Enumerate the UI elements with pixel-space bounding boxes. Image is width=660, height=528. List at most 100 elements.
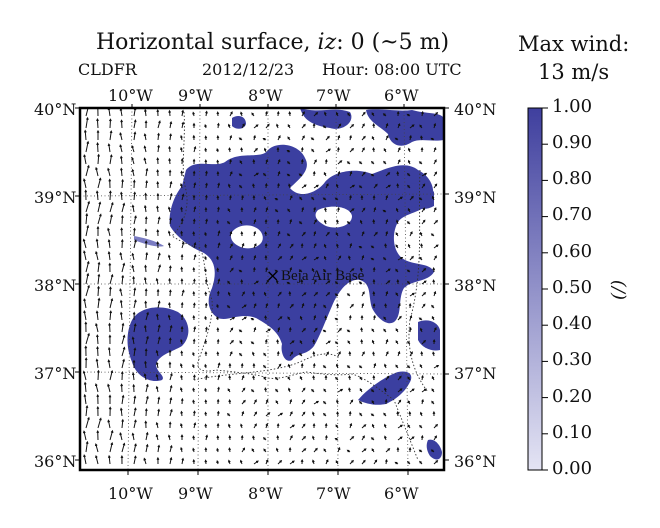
wind-arrow-icon xyxy=(83,250,87,261)
wind-arrow-icon xyxy=(250,389,255,393)
colorbar xyxy=(527,107,548,471)
wind-arrow-icon xyxy=(205,182,208,189)
wind-arrow-icon xyxy=(169,444,173,453)
wind-arrow-icon xyxy=(239,340,243,345)
wind-arrow-icon xyxy=(240,111,243,117)
wind-arrow-icon xyxy=(216,195,220,201)
wind-arrow-icon xyxy=(277,159,281,165)
wind-arrow-icon xyxy=(277,316,283,321)
wind-arrow-icon xyxy=(346,449,351,453)
wind-arrow-icon xyxy=(288,291,292,297)
wind-arrow-icon xyxy=(277,412,284,417)
wind-arrow-icon xyxy=(313,219,317,225)
wind-arrow-icon xyxy=(361,351,365,357)
wind-arrow-icon xyxy=(274,269,279,273)
wind-arrow-icon xyxy=(145,251,149,261)
wind-arrow-icon xyxy=(322,329,327,333)
wind-arrow-icon xyxy=(217,122,220,129)
wind-arrow-icon xyxy=(335,424,339,429)
wind-arrow-icon xyxy=(217,242,221,249)
wind-arrow-icon xyxy=(361,435,365,441)
wind-arrow-icon xyxy=(240,206,244,213)
wind-arrow-icon xyxy=(144,192,148,201)
wind-arrow-icon xyxy=(276,422,280,429)
wind-arrow-icon xyxy=(145,311,149,321)
lon-label-top: 6°W xyxy=(384,86,419,105)
wind-arrow-icon xyxy=(96,405,100,417)
wind-arrow-icon xyxy=(204,387,207,393)
wind-arrow-icon xyxy=(312,339,316,345)
wind-arrow-icon xyxy=(107,359,111,369)
wind-arrow-icon xyxy=(121,418,125,429)
hour-label: Hour: 08:00 UTC xyxy=(322,60,462,79)
wind-arrow-icon xyxy=(325,459,329,465)
wind-arrow-icon xyxy=(336,303,339,309)
wind-arrow-icon xyxy=(155,385,159,393)
wind-arrow-icon xyxy=(289,460,295,465)
wind-arrow-icon xyxy=(253,124,259,129)
lon-label-top: 7°W xyxy=(316,86,351,105)
wind-arrow-icon xyxy=(109,370,114,381)
wind-arrow-icon xyxy=(262,172,267,177)
wind-arrow-icon xyxy=(301,123,306,129)
wind-arrow-icon xyxy=(322,268,327,273)
wind-arrow-icon xyxy=(192,435,195,441)
wind-arrow-icon xyxy=(334,317,339,321)
wind-arrow-icon xyxy=(289,255,294,261)
lon-label-bottom: 8°W xyxy=(248,484,283,503)
lon-label-bottom: 10°W xyxy=(108,484,153,503)
wind-arrow-icon xyxy=(385,290,389,297)
wind-arrow-icon xyxy=(192,363,195,369)
wind-arrow-icon xyxy=(131,372,135,381)
wind-arrow-icon xyxy=(229,351,233,357)
wind-arrow-icon xyxy=(180,422,183,429)
wind-arrow-icon xyxy=(313,256,320,261)
wind-arrow-icon xyxy=(313,314,317,321)
wind-arrow-icon xyxy=(109,429,114,441)
wind-arrow-icon xyxy=(238,184,243,189)
wind-arrow-icon xyxy=(181,109,185,117)
wind-arrow-icon xyxy=(370,413,375,417)
wind-arrow-icon xyxy=(265,459,269,465)
wind-arrow-icon xyxy=(347,232,351,237)
wind-arrow-icon xyxy=(385,172,391,177)
colorbar-tick-label: 0.10 xyxy=(552,422,593,443)
wind-arrow-icon xyxy=(323,255,327,261)
wind-arrow-icon xyxy=(324,158,328,165)
wind-arrow-icon xyxy=(192,314,196,321)
wind-arrow-icon xyxy=(169,396,173,405)
wind-arrow-icon xyxy=(120,455,124,465)
wind-arrow-icon xyxy=(430,449,435,453)
wind-arrow-icon xyxy=(157,444,161,453)
wind-arrow-icon xyxy=(287,387,291,393)
wind-arrow-icon xyxy=(397,436,403,441)
wind-arrow-icon xyxy=(143,373,147,381)
wind-arrow-icon xyxy=(361,291,365,297)
wind-arrow-icon xyxy=(155,373,159,381)
wind-arrow-icon xyxy=(323,171,327,177)
wind-arrow-icon xyxy=(265,422,269,429)
wind-arrow-icon xyxy=(397,424,403,429)
wind-arrow-icon xyxy=(421,207,426,213)
wind-arrow-icon xyxy=(204,255,207,261)
cloud-region-north xyxy=(366,109,444,146)
wind-arrow-icon xyxy=(409,388,415,393)
wind-arrow-icon xyxy=(156,241,160,249)
wind-arrow-icon xyxy=(253,230,257,237)
colorbar-tick-label: 0.80 xyxy=(552,168,593,189)
wind-arrow-icon xyxy=(253,423,257,429)
wind-arrow-icon xyxy=(337,160,343,165)
station-label: Beja Air Base xyxy=(281,268,365,284)
wind-arrow-icon xyxy=(253,254,257,261)
wind-arrow-icon xyxy=(119,144,123,153)
wind-arrow-icon xyxy=(241,291,245,297)
wind-arrow-icon xyxy=(265,206,269,213)
wind-arrow-icon xyxy=(335,460,339,465)
wind-arrow-icon xyxy=(157,252,161,261)
wind-arrow-icon xyxy=(337,388,344,393)
wind-arrow-icon xyxy=(204,411,208,417)
wind-arrow-icon xyxy=(299,315,303,321)
wind-arrow-icon xyxy=(395,328,399,333)
wind-arrow-icon xyxy=(145,335,149,345)
wind-arrow-icon xyxy=(358,161,363,165)
